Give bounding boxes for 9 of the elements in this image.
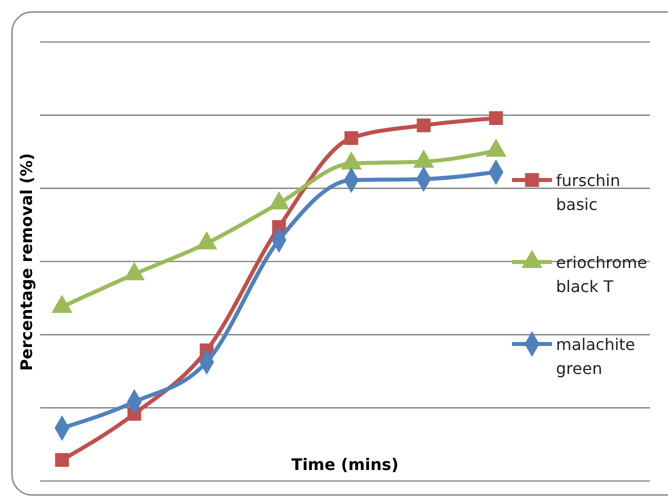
legend-label: eriochrome black T bbox=[556, 253, 648, 296]
y-axis-title: Percentage removal (%) bbox=[17, 153, 36, 371]
point bbox=[55, 453, 69, 467]
x-axis-title: Time (mins) bbox=[291, 455, 399, 474]
point bbox=[344, 131, 358, 145]
point bbox=[416, 118, 431, 132]
legend-label: malachite green bbox=[556, 335, 636, 378]
legend-label: furschin basic bbox=[556, 171, 620, 214]
point bbox=[489, 111, 503, 125]
